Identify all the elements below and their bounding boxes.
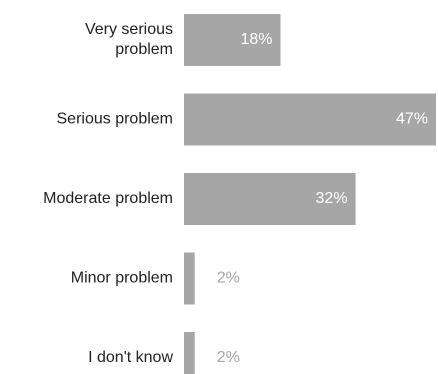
- data-label: 18%: [240, 31, 272, 48]
- category-label: I don't know: [88, 349, 173, 366]
- category-label: Minor problem: [71, 270, 173, 287]
- bar: [184, 173, 356, 225]
- bar: [184, 332, 195, 374]
- data-label: 32%: [316, 190, 348, 207]
- bar: [184, 93, 436, 146]
- bar: [184, 14, 281, 66]
- category-label: Moderate problem: [43, 190, 173, 207]
- category-label: Very serious problem: [85, 21, 173, 58]
- data-label: 2%: [217, 349, 240, 366]
- data-label: 47%: [396, 111, 428, 128]
- category-label: Serious problem: [57, 111, 174, 128]
- data-label: 2%: [217, 270, 240, 287]
- bar: [184, 252, 195, 305]
